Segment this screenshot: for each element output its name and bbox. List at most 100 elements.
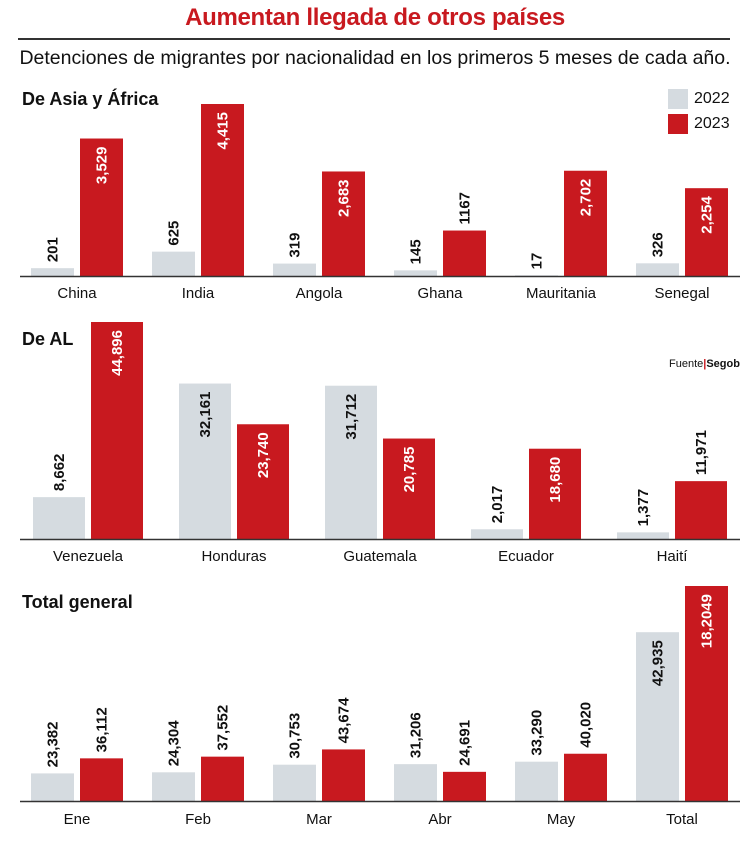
category-label-total-feb: Feb <box>185 811 211 828</box>
bar-total-ene-2023 <box>80 758 123 801</box>
data-label-asia-africa-mauritania-2022: 17 <box>529 253 546 270</box>
data-label-latin-america-ecuador-2023: 18,680 <box>547 457 564 503</box>
bar-total-mar-2022 <box>273 764 316 801</box>
bar-latin-america-ecuador-2023 <box>529 448 581 539</box>
bar-latin-america-haiti-2023 <box>675 481 727 539</box>
bar-latin-america-venezuela-2023 <box>91 322 143 539</box>
legend-label-2022: 2022 <box>694 90 730 107</box>
source-label: Fuente <box>669 358 704 370</box>
bar-latin-america-guatemala-2022 <box>325 385 377 539</box>
bar-asia-africa-china-2023 <box>80 138 123 276</box>
category-label-latin-america-honduras: Honduras <box>201 548 266 565</box>
data-label-total-ene-2023: 36,112 <box>94 707 111 752</box>
bar-asia-africa-india-2023 <box>201 104 244 276</box>
bar-asia-africa-mauritania-2022 <box>515 275 558 276</box>
data-label-total-total-2022: 42,935 <box>650 640 667 686</box>
section-title-asia-africa: De Asia y África <box>22 89 159 109</box>
bar-latin-america-honduras-2023 <box>237 424 289 539</box>
data-label-total-feb-2022: 24,304 <box>166 720 183 767</box>
chart-title: Aumentan llegada de otros países <box>185 4 565 31</box>
data-label-asia-africa-ghana-2022: 145 <box>408 239 425 264</box>
data-label-total-abr-2022: 31,206 <box>408 712 425 758</box>
data-label-latin-america-ecuador-2022: 2,017 <box>489 486 506 524</box>
bar-asia-africa-senegal-2022 <box>636 263 679 276</box>
data-label-total-abr-2023: 24,691 <box>457 720 474 766</box>
bar-total-mar-2023 <box>322 749 365 801</box>
category-label-total-total: Total <box>666 811 698 828</box>
title-divider <box>18 38 730 40</box>
data-label-latin-america-honduras-2022: 32,161 <box>197 392 214 438</box>
data-label-latin-america-honduras-2023: 23,740 <box>255 432 272 478</box>
data-label-total-mar-2022: 30,753 <box>287 713 304 759</box>
bar-latin-america-ecuador-2022 <box>471 529 523 539</box>
category-label-total-abr: Abr <box>428 811 451 828</box>
source-value: Segob <box>706 358 740 370</box>
category-label-asia-africa-senegal: Senegal <box>654 285 709 302</box>
data-label-total-ene-2022: 23,382 <box>45 721 62 767</box>
data-label-total-may-2022: 33,290 <box>529 710 546 756</box>
data-label-total-total-2023: 18,2049 <box>699 594 716 648</box>
bar-total-abr-2023 <box>443 771 486 801</box>
category-label-latin-america-ecuador: Ecuador <box>498 548 554 565</box>
category-label-total-ene: Ene <box>64 811 91 828</box>
bar-total-total-2022 <box>636 632 679 801</box>
bar-asia-africa-ghana-2023 <box>443 230 486 276</box>
data-label-total-feb-2023: 37,552 <box>215 705 232 751</box>
bar-latin-america-guatemala-2023 <box>383 438 435 539</box>
bar-total-abr-2022 <box>394 764 437 801</box>
bar-latin-america-venezuela-2022 <box>33 497 85 539</box>
bar-asia-africa-mauritania-2023 <box>564 170 607 276</box>
category-label-latin-america-guatemala: Guatemala <box>343 548 417 565</box>
data-label-asia-africa-india-2022: 625 <box>166 221 183 246</box>
category-label-asia-africa-china: China <box>57 285 97 302</box>
bar-total-feb-2022 <box>152 772 195 801</box>
category-label-total-mar: Mar <box>306 811 332 828</box>
bar-latin-america-honduras-2022 <box>179 383 231 539</box>
source-separator: | <box>703 358 707 370</box>
data-label-latin-america-haiti-2022: 1,377 <box>635 489 652 527</box>
bar-asia-africa-ghana-2022 <box>394 270 437 276</box>
bar-latin-america-haiti-2022 <box>617 532 669 539</box>
category-label-asia-africa-angola: Angola <box>296 285 343 302</box>
data-label-total-mar-2023: 43,674 <box>336 697 353 744</box>
bar-asia-africa-india-2022 <box>152 251 195 276</box>
data-label-asia-africa-china-2023: 3,529 <box>94 147 111 185</box>
data-label-asia-africa-angola-2023: 2,683 <box>336 179 353 217</box>
legend-label-2023: 2023 <box>694 115 730 132</box>
data-label-latin-america-venezuela-2022: 8,662 <box>51 454 68 492</box>
data-label-asia-africa-senegal-2023: 2,254 <box>699 196 716 234</box>
data-label-asia-africa-angola-2022: 319 <box>287 233 304 258</box>
section-title-total: Total general <box>22 592 133 612</box>
legend-swatch-2023 <box>668 114 688 134</box>
bar-total-may-2023 <box>564 753 607 801</box>
data-label-latin-america-venezuela-2023: 44,896 <box>109 330 126 376</box>
data-label-latin-america-guatemala-2022: 31,712 <box>343 394 360 440</box>
bar-asia-africa-senegal-2023 <box>685 188 728 276</box>
data-label-latin-america-haiti-2023: 11,971 <box>693 430 710 475</box>
bar-total-ene-2022 <box>31 773 74 801</box>
bar-asia-africa-angola-2023 <box>322 171 365 276</box>
data-label-asia-africa-china-2022: 201 <box>45 237 62 262</box>
data-label-asia-africa-india-2023: 4,415 <box>215 112 232 150</box>
bar-asia-africa-angola-2022 <box>273 263 316 276</box>
chart-subtitle: Detenciones de migrantes por nacionalida… <box>19 47 731 69</box>
legend-item-2022: 2022 <box>668 88 730 110</box>
bar-total-may-2022 <box>515 761 558 801</box>
category-label-latin-america-venezuela: Venezuela <box>53 548 124 565</box>
category-label-total-may: May <box>547 811 576 828</box>
legend-item-2023: 2023 <box>668 113 730 135</box>
legend: 2022 2023 <box>668 88 730 138</box>
legend-swatch-2022 <box>668 89 688 109</box>
bar-total-feb-2023 <box>201 756 244 801</box>
category-label-asia-africa-ghana: Ghana <box>417 285 463 302</box>
data-label-asia-africa-mauritania-2023: 2,702 <box>578 179 595 217</box>
bar-total-total-2023 <box>685 586 728 801</box>
data-label-asia-africa-ghana-2023: 1167 <box>457 192 474 225</box>
bar-asia-africa-china-2022 <box>31 268 74 276</box>
data-label-latin-america-guatemala-2023: 20,785 <box>401 447 418 493</box>
category-label-asia-africa-mauritania: Mauritania <box>526 285 597 302</box>
source-credit: Fuente|Segob <box>669 358 740 370</box>
section-title-latin-america: De AL <box>22 329 74 349</box>
category-label-asia-africa-india: India <box>182 285 215 302</box>
